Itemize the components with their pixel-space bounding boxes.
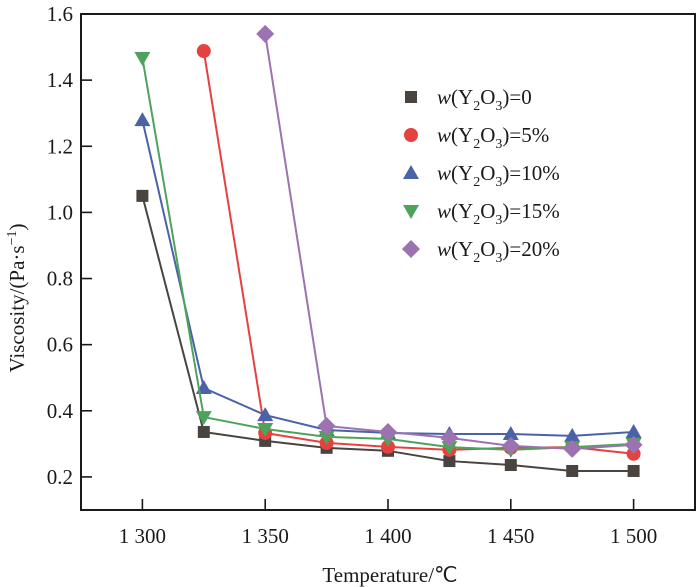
legend-label-pre: (Y — [451, 237, 473, 261]
legend-label-sub1: 2 — [473, 137, 480, 152]
x-axis-title: Temperature/℃ — [322, 563, 457, 587]
data-point — [196, 44, 211, 59]
data-point — [197, 425, 210, 438]
data-point — [440, 428, 459, 447]
y-tick-label: 0.6 — [47, 333, 73, 357]
legend-label-sub2: 3 — [495, 175, 502, 190]
legend-label: w(Y2O3)=5% — [437, 123, 549, 152]
data-point — [501, 436, 520, 455]
data-point — [502, 425, 519, 440]
legend-label-sub1: 2 — [473, 99, 480, 114]
y-tick-label: 0.8 — [47, 267, 73, 291]
data-point — [136, 189, 149, 202]
legend-item: w(Y2O3)=5% — [404, 123, 549, 152]
data-point — [134, 112, 151, 127]
data-point — [257, 422, 274, 437]
legend-label-sub1: 2 — [473, 251, 480, 266]
legend-label-post: )=10% — [502, 161, 559, 185]
series-line — [141, 57, 634, 451]
legend-label-mid: O — [480, 199, 495, 223]
y-axis-title-close: ) — [5, 224, 29, 231]
series-line — [141, 119, 634, 437]
data-point — [625, 423, 642, 438]
data-point — [504, 459, 517, 472]
legend-marker — [405, 91, 417, 103]
x-tick-label: 1 300 — [119, 524, 166, 548]
data-point — [563, 439, 582, 458]
y-axis-title: Viscosity/(Pa·s−1) — [5, 224, 29, 373]
legend-label-pre: (Y — [451, 123, 473, 147]
series-2 — [134, 112, 642, 442]
data-point — [195, 411, 212, 426]
legend-label-post: )=20% — [502, 237, 559, 261]
legend-marker — [403, 165, 419, 179]
legend-label-pre: (Y — [451, 199, 473, 223]
data-point — [379, 422, 397, 441]
legend-label-post: )=0 — [502, 85, 531, 109]
y-tick-label: 1.0 — [47, 200, 73, 224]
legend-label-sub2: 3 — [495, 213, 502, 228]
legend-label-italic: w — [437, 85, 451, 109]
legend-item: w(Y2O3)=10% — [403, 161, 560, 190]
legend-item: w(Y2O3)=0 — [405, 85, 532, 114]
legend-marker — [403, 205, 419, 219]
x-tick-label: 1 400 — [364, 524, 411, 548]
legend-label-italic: w — [437, 237, 451, 261]
legend-item: w(Y2O3)=20% — [402, 237, 560, 266]
y-tick-label: 0.2 — [47, 465, 73, 489]
data-point — [443, 455, 456, 468]
legend-label-mid: O — [480, 161, 495, 185]
legend-marker — [402, 240, 420, 258]
series-3 — [134, 51, 642, 458]
legend-item: w(Y2O3)=15% — [403, 199, 560, 228]
legend-label-post: )=5% — [502, 123, 549, 147]
data-point — [256, 24, 275, 43]
series-1 — [196, 44, 641, 461]
x-tick-label: 1 450 — [487, 524, 534, 548]
data-point — [627, 464, 640, 477]
series-4 — [256, 24, 643, 458]
y-axis-title-exponent: −1 — [5, 231, 20, 246]
data-point — [257, 407, 274, 422]
legend-label: w(Y2O3)=20% — [437, 237, 560, 266]
legend-label-mid: O — [480, 85, 495, 109]
legend-label-sub1: 2 — [473, 175, 480, 190]
legend-label: w(Y2O3)=15% — [437, 199, 560, 228]
data-point — [566, 464, 579, 477]
legend-label-mid: O — [480, 123, 495, 147]
y-axis-ticks: 0.2 0.4 0.6 0.8 1.0 1.2 1.4 1.6 — [47, 2, 92, 489]
data-point — [134, 51, 151, 66]
legend-label-italic: w — [437, 123, 451, 147]
x-tick-label: 1 350 — [242, 524, 289, 548]
y-axis-title-main: Viscosity/(Pa·s — [5, 245, 29, 372]
series-layer — [134, 24, 643, 477]
y-tick-label: 1.2 — [47, 134, 73, 158]
y-tick-label: 0.4 — [47, 399, 74, 423]
legend-label: w(Y2O3)=10% — [437, 161, 560, 190]
data-point — [564, 427, 581, 442]
series-line — [202, 50, 634, 455]
legend-label-pre: (Y — [451, 85, 473, 109]
legend-label-italic: w — [437, 199, 451, 223]
data-point — [318, 430, 335, 445]
legend-marker — [404, 128, 418, 142]
legend: w(Y2O3)=0w(Y2O3)=5%w(Y2O3)=10%w(Y2O3)=15… — [402, 85, 560, 266]
data-point — [624, 435, 643, 454]
legend-label-italic: w — [437, 161, 451, 185]
legend-label: w(Y2O3)=0 — [437, 85, 532, 114]
data-point — [441, 441, 458, 456]
data-point — [317, 417, 336, 436]
y-tick-label: 1.6 — [47, 2, 73, 26]
legend-label-sub2: 3 — [495, 137, 502, 152]
legend-label-sub2: 3 — [495, 99, 502, 114]
legend-label-post: )=15% — [502, 199, 559, 223]
x-tick-label: 1 500 — [610, 524, 657, 548]
legend-label-sub1: 2 — [473, 213, 480, 228]
x-axis-ticks: 1 300 1 350 1 400 1 450 1 500 — [119, 499, 657, 548]
y-tick-label: 1.4 — [47, 68, 74, 92]
legend-label-sub2: 3 — [495, 251, 502, 266]
legend-label-mid: O — [480, 237, 495, 261]
legend-label-pre: (Y — [451, 161, 473, 185]
